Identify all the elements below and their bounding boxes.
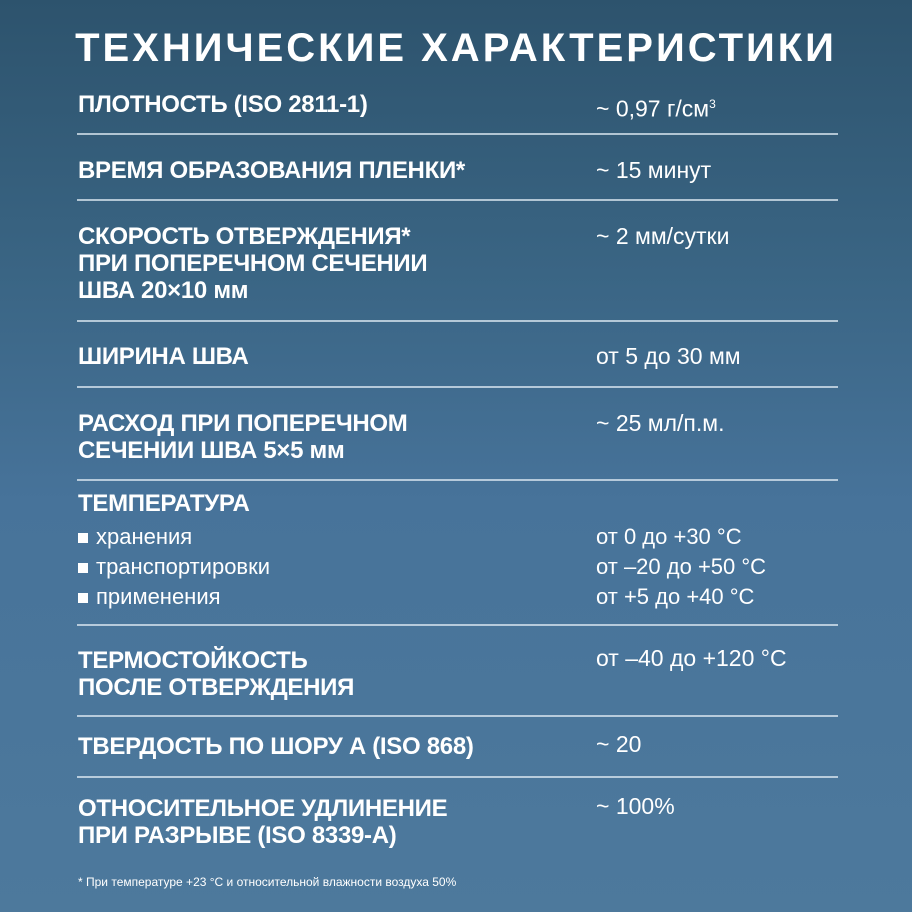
spec-value-cure-speed: ~ 2 мм/сутки: [596, 223, 730, 249]
temperature-items: хранения транспортировки применения: [78, 522, 270, 612]
spec-label-film-time: ВРЕМЯ ОБРАЗОВАНИЯ ПЛЕНКИ*: [78, 157, 465, 184]
spec-value-film-time: ~ 15 минут: [596, 157, 712, 183]
divider: [77, 386, 838, 388]
spec-value-hardness: ~ 20: [596, 731, 642, 757]
divider: [77, 133, 838, 135]
divider: [77, 199, 838, 201]
divider: [77, 776, 838, 778]
spec-label-joint-width: ШИРИНА ШВА: [78, 343, 249, 370]
bullet-icon: [78, 563, 88, 574]
divider: [77, 624, 838, 626]
temperature-values: от 0 до +30 °C от –20 до +50 °C от +5 до…: [596, 524, 767, 609]
spec-value-consumption: ~ 25 мл/п.м.: [596, 410, 725, 436]
spec-value-elongation: ~ 100%: [596, 793, 675, 819]
divider: [77, 479, 838, 481]
spec-label-temperature: ТЕМПЕРАТУРА: [78, 490, 250, 517]
spec-label-elongation: ОТНОСИТЕЛЬНОЕ УДЛИНЕНИЕ ПРИ РАЗРЫВЕ (ISO…: [78, 795, 448, 849]
spec-value-joint-width: от 5 до 30 мм: [596, 343, 741, 369]
spec-value-heat-resistance: от –40 до +120 °C: [596, 645, 787, 671]
bullet-icon: [78, 593, 88, 604]
spec-label-cure-speed: СКОРОСТЬ ОТВЕРЖДЕНИЯ* ПРИ ПОПЕРЕЧНОМ СЕЧ…: [78, 223, 428, 304]
spec-label-hardness: ТВЕРДОСТЬ ПО ШОРУ А (ISO 868): [78, 733, 474, 760]
divider: [77, 715, 838, 717]
spec-label-heat-resistance: ТЕРМОСТОЙКОСТЬ ПОСЛЕ ОТВЕРЖДЕНИЯ: [78, 647, 355, 701]
divider: [77, 320, 838, 322]
spec-label-density: ПЛОТНОСТЬ (ISO 2811-1): [78, 91, 368, 118]
spec-value-density: ~ 0,97 г/см3: [596, 95, 716, 122]
spec-label-consumption: РАСХОД ПРИ ПОПЕРЕЧНОМ СЕЧЕНИИ ШВА 5×5 мм: [78, 410, 408, 464]
footnote: * При температуре +23 °C и относительной…: [78, 875, 457, 889]
bullet-icon: [78, 533, 88, 544]
page-title: ТЕХНИЧЕСКИЕ ХАРАКТЕРИСТИКИ: [75, 26, 837, 70]
